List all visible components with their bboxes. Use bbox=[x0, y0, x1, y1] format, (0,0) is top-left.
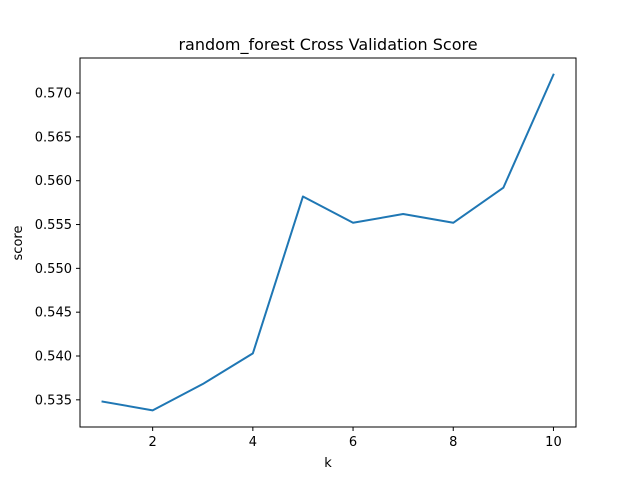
x-tick-label: 8 bbox=[449, 435, 457, 450]
x-tick-label: 10 bbox=[545, 435, 562, 450]
y-tick-label: 0.570 bbox=[35, 87, 72, 102]
y-tick-label: 0.545 bbox=[35, 306, 72, 321]
x-tick-label: 2 bbox=[149, 435, 157, 450]
y-tick-label: 0.535 bbox=[35, 393, 72, 408]
y-axis: 0.535 0.540 0.545 0.550 0.555 0.560 0.565 0.570 bbox=[35, 87, 80, 408]
y-tick-label: 0.560 bbox=[35, 174, 72, 189]
y-axis-label: score bbox=[11, 226, 26, 261]
series-line bbox=[101, 73, 555, 412]
x-axis-label: k bbox=[324, 456, 332, 471]
x-tick-label: 6 bbox=[349, 435, 357, 450]
y-tick-label: 0.555 bbox=[35, 218, 72, 233]
series-layer bbox=[101, 73, 555, 412]
y-tick-label: 0.565 bbox=[35, 130, 72, 145]
x-tick-label: 4 bbox=[249, 435, 257, 450]
y-tick-label: 0.550 bbox=[35, 262, 72, 277]
chart-title: random_forest Cross Validation Score bbox=[178, 35, 477, 55]
plot-frame bbox=[79, 57, 577, 428]
y-tick-label: 0.540 bbox=[35, 350, 72, 365]
x-axis: 2 4 6 8 10 bbox=[149, 427, 562, 450]
